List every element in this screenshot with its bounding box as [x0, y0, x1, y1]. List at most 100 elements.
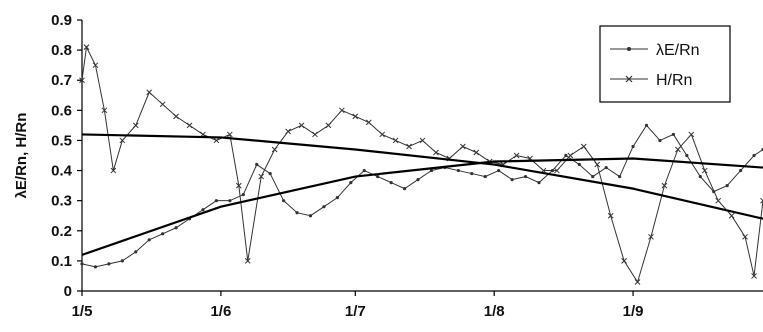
x-tick-label: 1/8 [484, 303, 505, 320]
dot-marker [591, 175, 594, 178]
dot-marker [699, 175, 702, 178]
x-tick-label: 1/9 [623, 303, 644, 320]
dot-marker [201, 208, 204, 211]
x-marker [312, 132, 317, 137]
legend: λE/Rn H/Rn [600, 26, 730, 102]
x-marker [716, 198, 721, 203]
dot-marker [161, 232, 164, 235]
y-tick-label: 0.4 [51, 163, 73, 180]
legend-dot-marker [627, 47, 631, 51]
x-marker [214, 138, 219, 143]
x-marker [187, 123, 192, 128]
y-tick-label: 0.1 [51, 253, 72, 270]
x-marker [353, 114, 358, 119]
dot-marker [269, 172, 272, 175]
dot-marker [524, 175, 527, 178]
x-marker [420, 138, 425, 143]
dot-marker [605, 166, 608, 169]
x-marker [460, 144, 465, 149]
x-marker [272, 147, 277, 152]
y-axis-title: λE/Rn, H/Rn [13, 113, 30, 199]
dot-marker [336, 196, 339, 199]
dot-marker [739, 169, 742, 172]
dot-marker [416, 178, 419, 181]
dot-marker [511, 178, 514, 181]
dot-marker [578, 163, 581, 166]
x-marker [568, 153, 573, 158]
dot-marker [726, 184, 729, 187]
x-marker [581, 144, 586, 149]
x-marker [675, 147, 680, 152]
y-tick-label: 0.8 [51, 42, 72, 59]
dot-marker [295, 211, 298, 214]
dot-marker [134, 250, 137, 253]
dot-marker [80, 262, 83, 265]
dot-marker [564, 154, 567, 157]
dot-marker [242, 193, 245, 196]
dot-marker [618, 175, 621, 178]
y-tick-label: 0.2 [51, 223, 72, 240]
legend-box [600, 26, 730, 102]
x-marker [433, 150, 438, 155]
y-tick-label: 0.9 [51, 12, 72, 29]
dot-marker [403, 187, 406, 190]
y-tick-label: 0.3 [51, 193, 72, 210]
trend-curve [82, 159, 763, 255]
dot-marker [497, 169, 500, 172]
dot-marker [215, 199, 218, 202]
dot-marker [121, 259, 124, 262]
x-marker [407, 144, 412, 149]
dot-marker [658, 139, 661, 142]
dot-marker [322, 205, 325, 208]
series-0 [80, 124, 763, 269]
x-marker [299, 123, 304, 128]
x-marker [689, 132, 694, 137]
dot-marker [537, 181, 540, 184]
dot-marker [94, 265, 97, 268]
y-tick-label: 0 [64, 283, 72, 300]
x-marker [366, 120, 371, 125]
x-marker [133, 123, 138, 128]
dot-marker [107, 262, 110, 265]
series-2 [82, 159, 763, 255]
y-tick-label: 0.5 [51, 132, 72, 149]
legend-label: λE/Rn [656, 42, 700, 59]
dot-marker [309, 214, 312, 217]
x-marker [174, 114, 179, 119]
dot-marker [390, 181, 393, 184]
dot-marker [174, 226, 177, 229]
dot-marker [752, 154, 755, 157]
x-tick-label: 1/7 [345, 303, 366, 320]
x-marker [474, 150, 479, 155]
x-marker [286, 129, 291, 134]
x-marker [160, 102, 165, 107]
dot-marker [685, 154, 688, 157]
x-marker [339, 108, 344, 113]
x-marker [702, 168, 707, 173]
dot-marker [470, 172, 473, 175]
x-marker [147, 90, 152, 95]
x-marker [729, 213, 734, 218]
y-tick-label: 0.6 [51, 102, 72, 119]
dot-marker [363, 169, 366, 172]
x-marker [393, 138, 398, 143]
dot-marker [255, 163, 258, 166]
x-marker [326, 123, 331, 128]
dot-marker [484, 175, 487, 178]
legend-label: H/Rn [656, 72, 692, 89]
y-tick-label: 0.7 [51, 72, 72, 89]
dot-marker [457, 169, 460, 172]
x-tick-label: 1/6 [210, 303, 231, 320]
x-marker [380, 132, 385, 137]
dot-marker [645, 124, 648, 127]
dot-marker [376, 175, 379, 178]
x-tick-label: 1/5 [72, 303, 93, 320]
dot-marker [228, 199, 231, 202]
dot-marker [282, 199, 285, 202]
dot-marker [631, 145, 634, 148]
dot-marker [148, 238, 151, 241]
dot-marker [349, 181, 352, 184]
dot-marker [672, 133, 675, 136]
